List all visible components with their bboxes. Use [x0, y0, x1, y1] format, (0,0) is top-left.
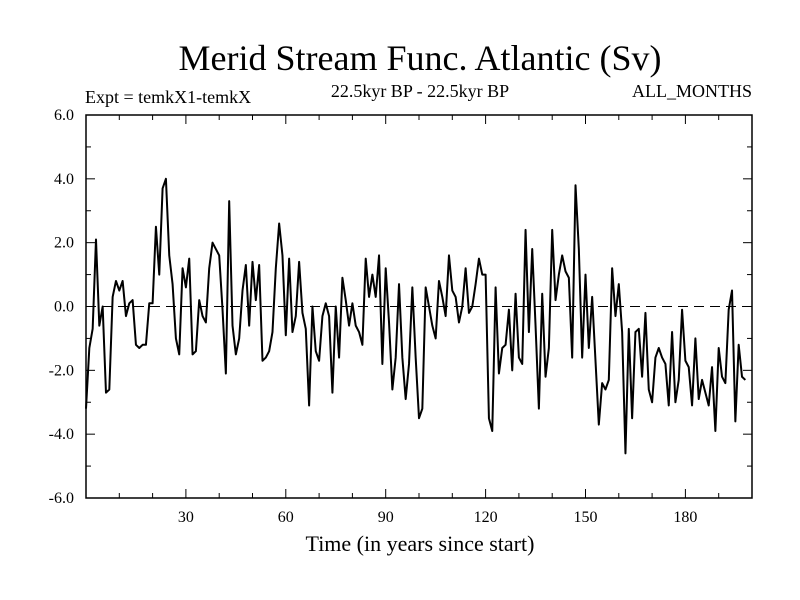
- series-line: [85, 177, 747, 455]
- y-tick-label: -4.0: [49, 426, 74, 443]
- y-tick-label: -2.0: [49, 362, 74, 379]
- y-tick-label: 0.0: [54, 299, 74, 316]
- x-axis-label: Time (in years since start): [306, 531, 535, 556]
- plot-frame: [85, 114, 753, 499]
- x-tick-label: 120: [474, 509, 498, 526]
- y-tick-label: -6.0: [49, 490, 74, 507]
- x-tick-label: 150: [574, 509, 598, 526]
- chart-title: Merid Stream Func. Atlantic (Sv): [179, 38, 662, 78]
- y-tick-label: 4.0: [54, 171, 74, 188]
- y-tick-label: 6.0: [54, 107, 74, 124]
- x-tick-label: 90: [378, 509, 394, 526]
- chart-subtitle-left: Expt = temkX1-temkX: [85, 87, 251, 107]
- x-tick-label: 180: [673, 509, 697, 526]
- chart-subtitle-right: ALL_MONTHS: [632, 81, 752, 101]
- y-tick-label: 2.0: [54, 235, 74, 252]
- x-tick-label: 60: [278, 509, 294, 526]
- chart-subtitle-center: 22.5kyr BP - 22.5kyr BP: [331, 81, 509, 101]
- x-tick-label: 30: [178, 509, 194, 526]
